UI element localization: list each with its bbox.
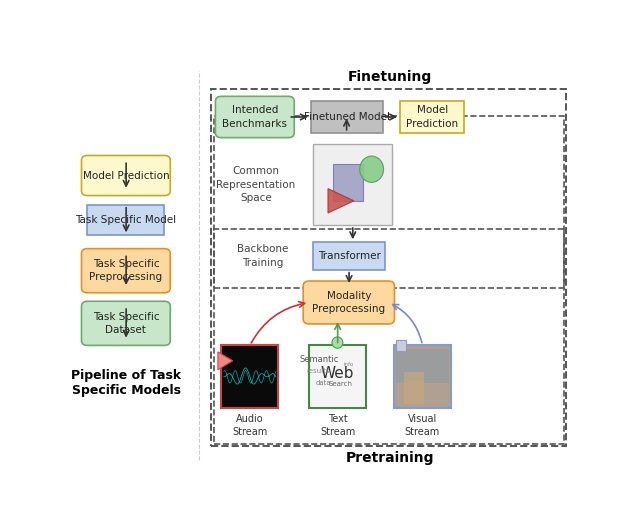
Text: Visual
Stream: Visual Stream (405, 414, 440, 437)
Text: Finetuning: Finetuning (348, 70, 432, 84)
FancyBboxPatch shape (81, 301, 170, 346)
Text: results: results (306, 368, 330, 373)
Text: Model Prediction: Model Prediction (83, 170, 169, 180)
Text: info: info (344, 362, 355, 367)
Text: Common
Representation
Space: Common Representation Space (216, 166, 296, 203)
Text: Task Specific
Dataset: Task Specific Dataset (93, 312, 159, 335)
Bar (88, 205, 164, 235)
Text: Transformer: Transformer (317, 251, 381, 261)
Text: Backbone
Training: Backbone Training (237, 244, 288, 268)
Text: Intended
Benchmarks: Intended Benchmarks (222, 105, 287, 128)
Text: Modality
Preprocessing: Modality Preprocessing (312, 291, 385, 314)
Bar (400, 101, 465, 133)
Text: data: data (316, 380, 332, 386)
FancyBboxPatch shape (81, 249, 170, 293)
Text: Text
Stream: Text Stream (320, 414, 355, 437)
Bar (404, 372, 424, 404)
Bar (313, 144, 392, 225)
Text: Audio
Stream: Audio Stream (232, 414, 268, 437)
Text: Search: Search (328, 381, 353, 387)
Bar (333, 165, 363, 201)
Polygon shape (218, 352, 233, 370)
FancyBboxPatch shape (303, 281, 394, 324)
Bar (221, 346, 278, 408)
Polygon shape (328, 189, 354, 213)
Bar (214, 229, 564, 444)
Bar (310, 101, 383, 133)
FancyBboxPatch shape (81, 156, 170, 196)
Bar (394, 346, 451, 408)
Text: Model
Prediction: Model Prediction (406, 105, 458, 128)
Bar (396, 340, 406, 351)
Bar (214, 116, 564, 288)
Text: Pretraining: Pretraining (346, 451, 435, 465)
Text: Web: Web (321, 366, 355, 381)
Text: Pipeline of Task
Specific Models: Pipeline of Task Specific Models (71, 369, 181, 397)
Bar (313, 242, 385, 270)
Text: Semantic: Semantic (300, 355, 339, 364)
Bar (211, 89, 566, 446)
Ellipse shape (332, 337, 343, 348)
Bar (396, 349, 449, 383)
Text: Task Specific
Preprocessing: Task Specific Preprocessing (90, 259, 163, 282)
Text: Task Specific Model: Task Specific Model (76, 215, 177, 225)
FancyBboxPatch shape (216, 96, 294, 138)
Text: Finetuned Model: Finetuned Model (303, 112, 390, 122)
Bar (309, 346, 366, 408)
Ellipse shape (360, 156, 383, 183)
